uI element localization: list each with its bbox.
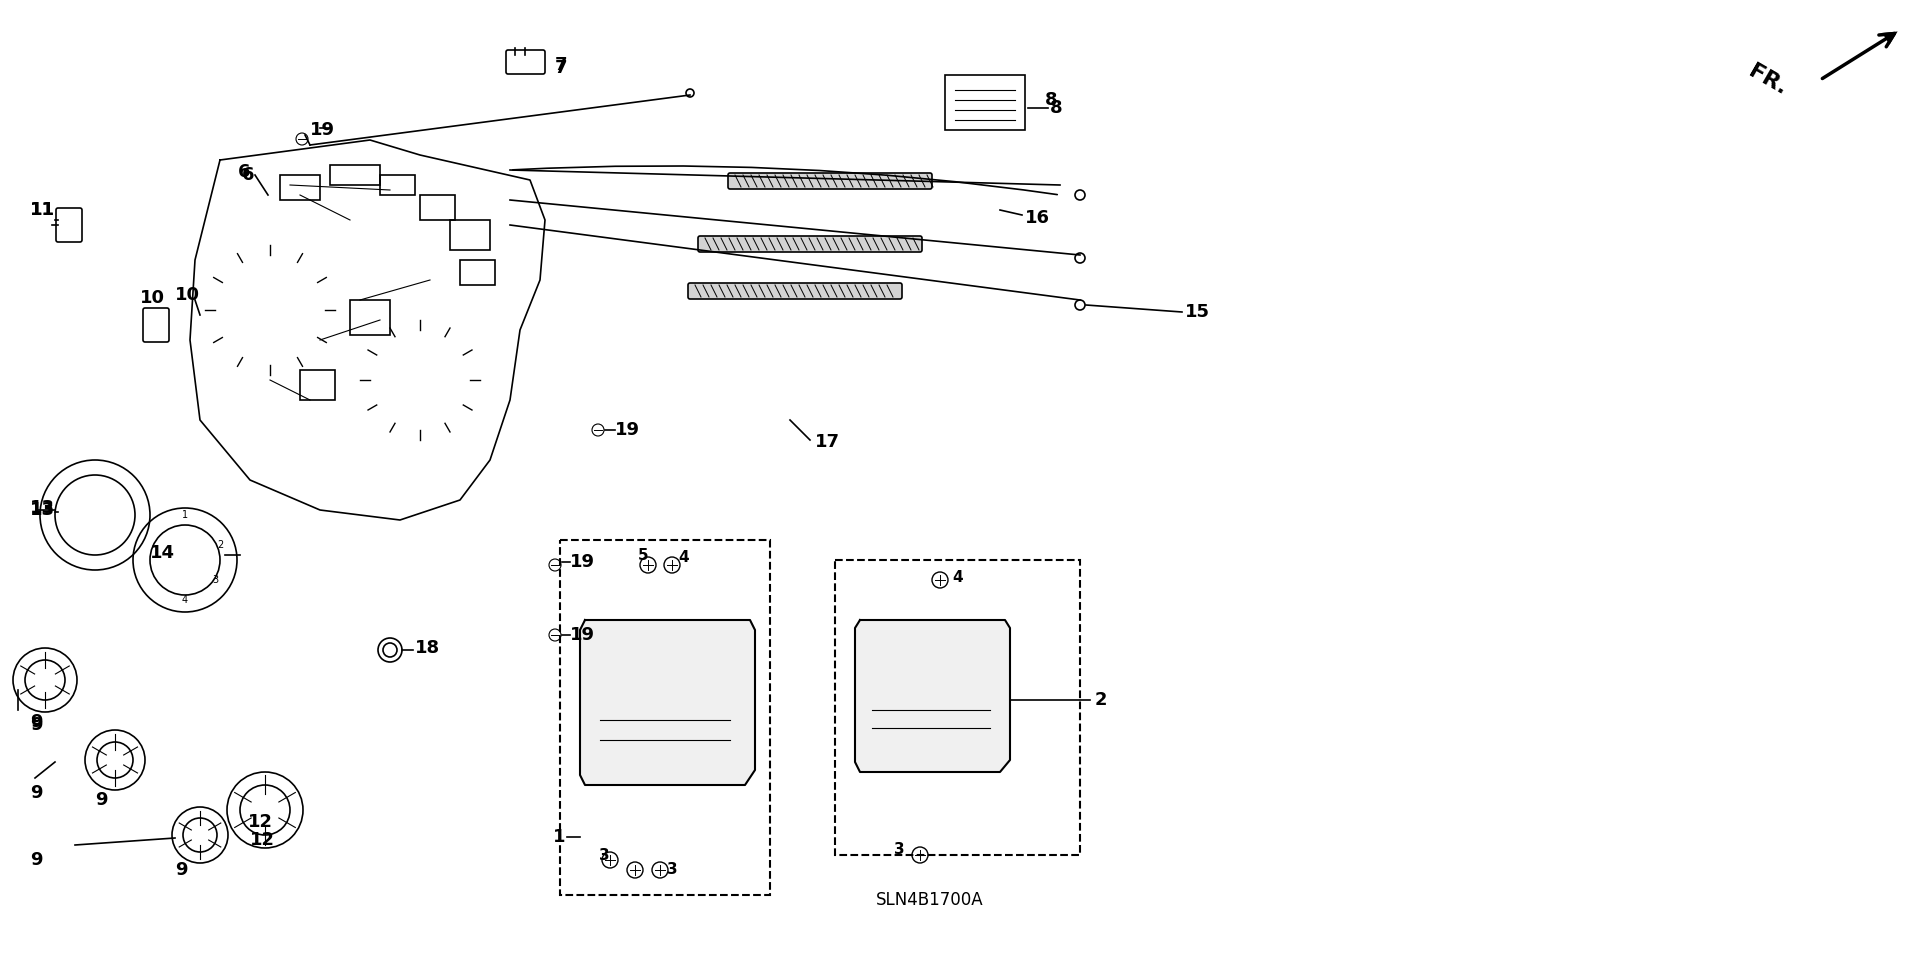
Bar (280, 175, 321, 200)
Bar (939, 632, 998, 677)
Text: 1: 1 (553, 828, 564, 846)
Text: 9: 9 (94, 791, 108, 809)
Text: 8: 8 (1044, 91, 1058, 109)
Polygon shape (190, 140, 545, 520)
Bar (868, 632, 927, 677)
FancyBboxPatch shape (699, 236, 922, 252)
Text: 10: 10 (140, 289, 165, 307)
Text: 3: 3 (211, 575, 219, 585)
Text: 11: 11 (31, 201, 56, 219)
Text: 6: 6 (242, 166, 255, 184)
Bar (420, 195, 455, 220)
Text: 7: 7 (555, 59, 568, 77)
Text: 17: 17 (814, 433, 841, 451)
Text: 12: 12 (248, 813, 273, 831)
Polygon shape (580, 620, 755, 785)
Polygon shape (854, 620, 1010, 772)
Text: 2: 2 (217, 540, 223, 550)
Text: 13: 13 (31, 501, 56, 519)
Text: FR.: FR. (1745, 61, 1789, 99)
Bar (330, 165, 380, 185)
Bar (449, 220, 490, 250)
Text: 16: 16 (1025, 209, 1050, 227)
Text: 12: 12 (250, 831, 275, 849)
Text: 4: 4 (182, 595, 188, 605)
FancyBboxPatch shape (728, 173, 931, 189)
Text: 7: 7 (555, 56, 568, 74)
Text: SLN4B1700A: SLN4B1700A (876, 891, 983, 909)
Bar (349, 300, 390, 335)
Text: 1: 1 (182, 510, 188, 520)
Text: 19: 19 (570, 626, 595, 644)
Text: 3: 3 (895, 843, 904, 857)
Bar (835, 560, 1079, 855)
Text: 19: 19 (570, 553, 595, 571)
Bar (461, 260, 495, 285)
Bar (561, 540, 770, 895)
Bar (595, 635, 664, 685)
Bar (676, 635, 745, 685)
Text: 18: 18 (415, 639, 440, 657)
Text: 9: 9 (175, 861, 188, 879)
Text: 9: 9 (31, 713, 42, 731)
Text: 4: 4 (678, 550, 689, 566)
Text: 14: 14 (150, 544, 175, 562)
Text: 3: 3 (666, 862, 678, 877)
Bar (595, 700, 739, 770)
Text: 2: 2 (1094, 691, 1108, 709)
Text: 9: 9 (31, 784, 42, 802)
Bar (380, 175, 415, 195)
Text: 8: 8 (1050, 99, 1062, 117)
Text: 15: 15 (1185, 303, 1210, 321)
Text: 11: 11 (31, 201, 56, 219)
Text: 3: 3 (599, 848, 611, 862)
Text: 4: 4 (952, 571, 962, 586)
Bar (300, 370, 334, 400)
Text: 6: 6 (238, 163, 250, 181)
Text: 10: 10 (175, 286, 200, 304)
Bar (868, 692, 996, 757)
Text: 9: 9 (31, 716, 42, 734)
Text: 5: 5 (637, 548, 649, 563)
Text: 9: 9 (31, 851, 42, 869)
FancyBboxPatch shape (687, 283, 902, 299)
Text: 19: 19 (309, 121, 334, 139)
Text: 19: 19 (614, 421, 639, 439)
Text: 13: 13 (31, 499, 56, 517)
